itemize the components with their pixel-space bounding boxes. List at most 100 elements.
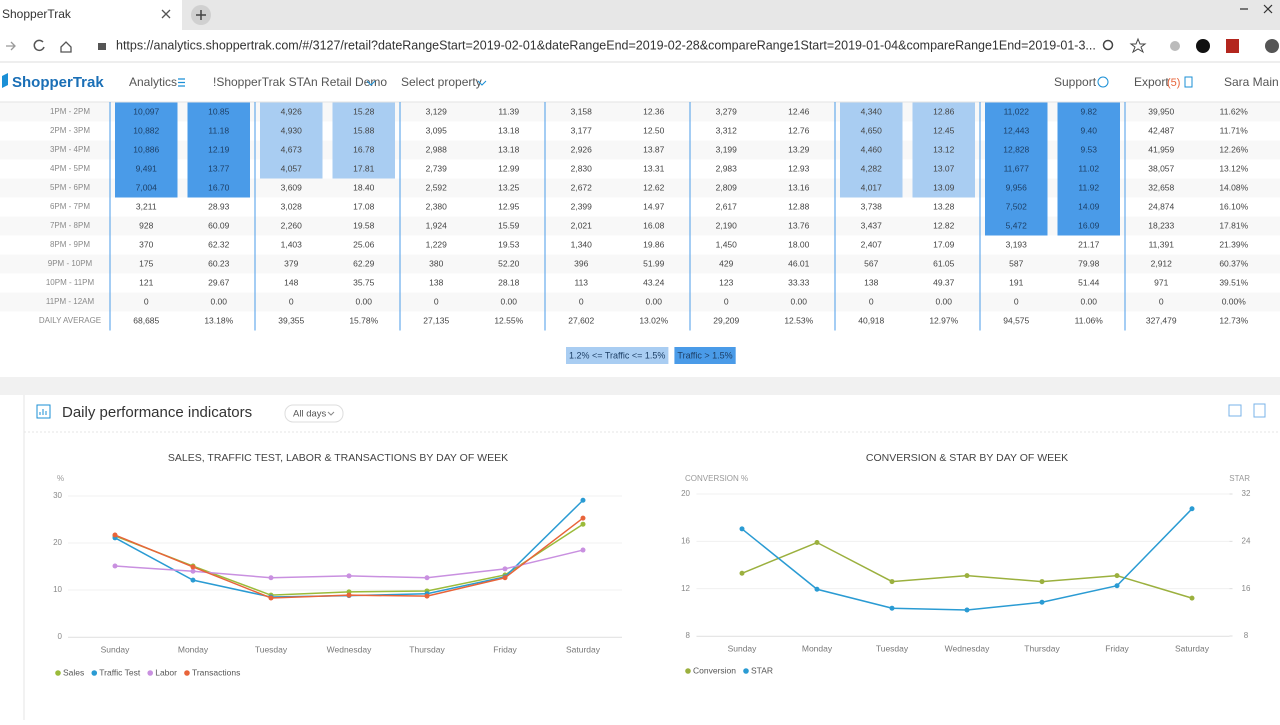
table-cell: 12.95	[498, 201, 520, 211]
table-cell: 12.19	[208, 144, 230, 154]
table-cell: 43.24	[643, 277, 665, 287]
table-cell: 12.53%	[784, 315, 813, 325]
reload-button[interactable]	[33, 39, 45, 52]
table-cell: 3,199	[716, 144, 738, 154]
home-button[interactable]	[60, 41, 72, 53]
data-point	[424, 575, 430, 581]
extension[interactable]	[1226, 39, 1239, 53]
table-cell: 13.25	[498, 182, 520, 192]
data-point	[190, 568, 196, 574]
data-point	[889, 605, 895, 611]
legend-label: Traffic Test	[99, 667, 141, 677]
logo[interactable]: ShopperTrak	[12, 74, 104, 91]
copy-button[interactable]	[1228, 404, 1242, 417]
table-cell: 2,617	[716, 201, 738, 211]
y-axis-label: CONVERSION %	[685, 474, 748, 483]
table-cell: 13.02%	[639, 315, 668, 325]
y2-axis-label: STAR	[1229, 474, 1250, 483]
data-point	[502, 566, 508, 572]
table-cell: 13.31	[643, 163, 665, 173]
table-cell: 32,658	[1148, 182, 1174, 192]
nav-item[interactable]: Analytics	[129, 75, 177, 89]
table-cell: 12.99	[498, 163, 520, 173]
table-cell: 2,983	[716, 163, 738, 173]
extension[interactable]	[1196, 39, 1210, 53]
nav-item[interactable]: !ShopperTrak STAn Retail Demo	[213, 75, 387, 89]
table-cell: 11.62%	[1220, 106, 1249, 116]
search-icon[interactable]	[1102, 39, 1114, 51]
table-cell: 18.40	[353, 182, 375, 192]
chevron	[366, 80, 376, 86]
user-name[interactable]: Sara Main	[1224, 75, 1279, 89]
extension[interactable]	[1170, 41, 1180, 51]
forward-button[interactable]	[6, 41, 16, 51]
cell-highlight	[332, 140, 395, 160]
cell-highlight	[187, 140, 250, 160]
table-cell: 12.86	[933, 106, 955, 116]
url[interactable]: https://analytics.shoppertrak.com/#/3127…	[116, 38, 1096, 52]
table-cell: 971	[1154, 277, 1168, 287]
logo-mark	[2, 73, 8, 88]
table-cell: 9,956	[1006, 182, 1028, 192]
cell-highlight	[115, 140, 178, 160]
table-cell: 13.29	[788, 144, 810, 154]
x-tick-label: Tuesday	[255, 644, 288, 654]
profile[interactable]	[1265, 39, 1279, 53]
table-cell: 13.28	[933, 201, 955, 211]
table-cell: 27,135	[423, 315, 449, 325]
table-cell: 12.45	[933, 125, 955, 135]
table-cell: 4,926	[281, 106, 303, 116]
series-line	[741, 541, 1193, 599]
row-label: 3PM - 4PM	[50, 145, 90, 154]
export-button[interactable]	[1253, 403, 1266, 418]
series-line	[114, 517, 584, 599]
table-cell: 11.18	[208, 125, 229, 135]
export-count: (5)	[1167, 77, 1180, 89]
row-label: 8PM - 9PM	[50, 240, 90, 249]
nav-item[interactable]: Select property	[401, 75, 482, 89]
table-cell: 2,407	[861, 239, 883, 249]
table-cell: 2,260	[281, 220, 303, 230]
table-cell: 14.97	[643, 201, 665, 211]
filter-dropdown[interactable]	[284, 404, 344, 423]
x-tick-label: Tuesday	[876, 643, 909, 653]
x-tick-label: Sunday	[101, 644, 131, 654]
bookmark-star[interactable]	[1129, 37, 1147, 54]
export-link[interactable]: Export	[1134, 75, 1169, 89]
table-cell: 4,340	[861, 106, 883, 116]
table-cell: 3,095	[426, 125, 448, 135]
table-cell: 12,828	[1003, 144, 1029, 154]
table-cell: 1,403	[281, 239, 303, 249]
tab[interactable]	[0, 0, 182, 30]
table-cell: 10,882	[133, 125, 159, 135]
data-point	[502, 575, 508, 581]
chart-title: CONVERSION & STAR BY DAY OF WEEK	[866, 452, 1068, 464]
table-cell: 3,177	[571, 125, 593, 135]
table-cell: 11,677	[1004, 163, 1030, 173]
table-cell: 60.37%	[1219, 258, 1248, 268]
table-cell: 17.09	[933, 239, 955, 249]
x-tick-label: Friday	[493, 644, 517, 654]
chevron	[327, 411, 335, 416]
row-label: 7PM - 8PM	[50, 221, 90, 230]
row-label: 11PM - 12AM	[46, 297, 95, 306]
table-cell: 39,355	[278, 315, 304, 325]
row-stripe	[0, 292, 1280, 312]
window-controls[interactable]	[1240, 4, 1273, 14]
data-point	[1189, 506, 1195, 512]
table-cell: 17.81%	[1219, 220, 1248, 230]
table-cell: 21.17	[1078, 239, 1100, 249]
tab-close[interactable]	[161, 9, 171, 19]
data-point	[580, 521, 586, 527]
table-cell: 0	[724, 296, 729, 306]
data-point	[739, 570, 745, 576]
table-cell: 0	[579, 296, 584, 306]
table-cell: 12.97%	[929, 315, 958, 325]
cell-highlight	[187, 178, 250, 198]
cell-highlight	[1057, 216, 1120, 236]
support-link[interactable]: Support	[1054, 75, 1097, 89]
table-cell: 138	[864, 277, 878, 287]
y2-tick-label: 16	[1242, 584, 1251, 593]
table-cell: 3,193	[1006, 239, 1028, 249]
new-tab-icon	[196, 10, 206, 20]
